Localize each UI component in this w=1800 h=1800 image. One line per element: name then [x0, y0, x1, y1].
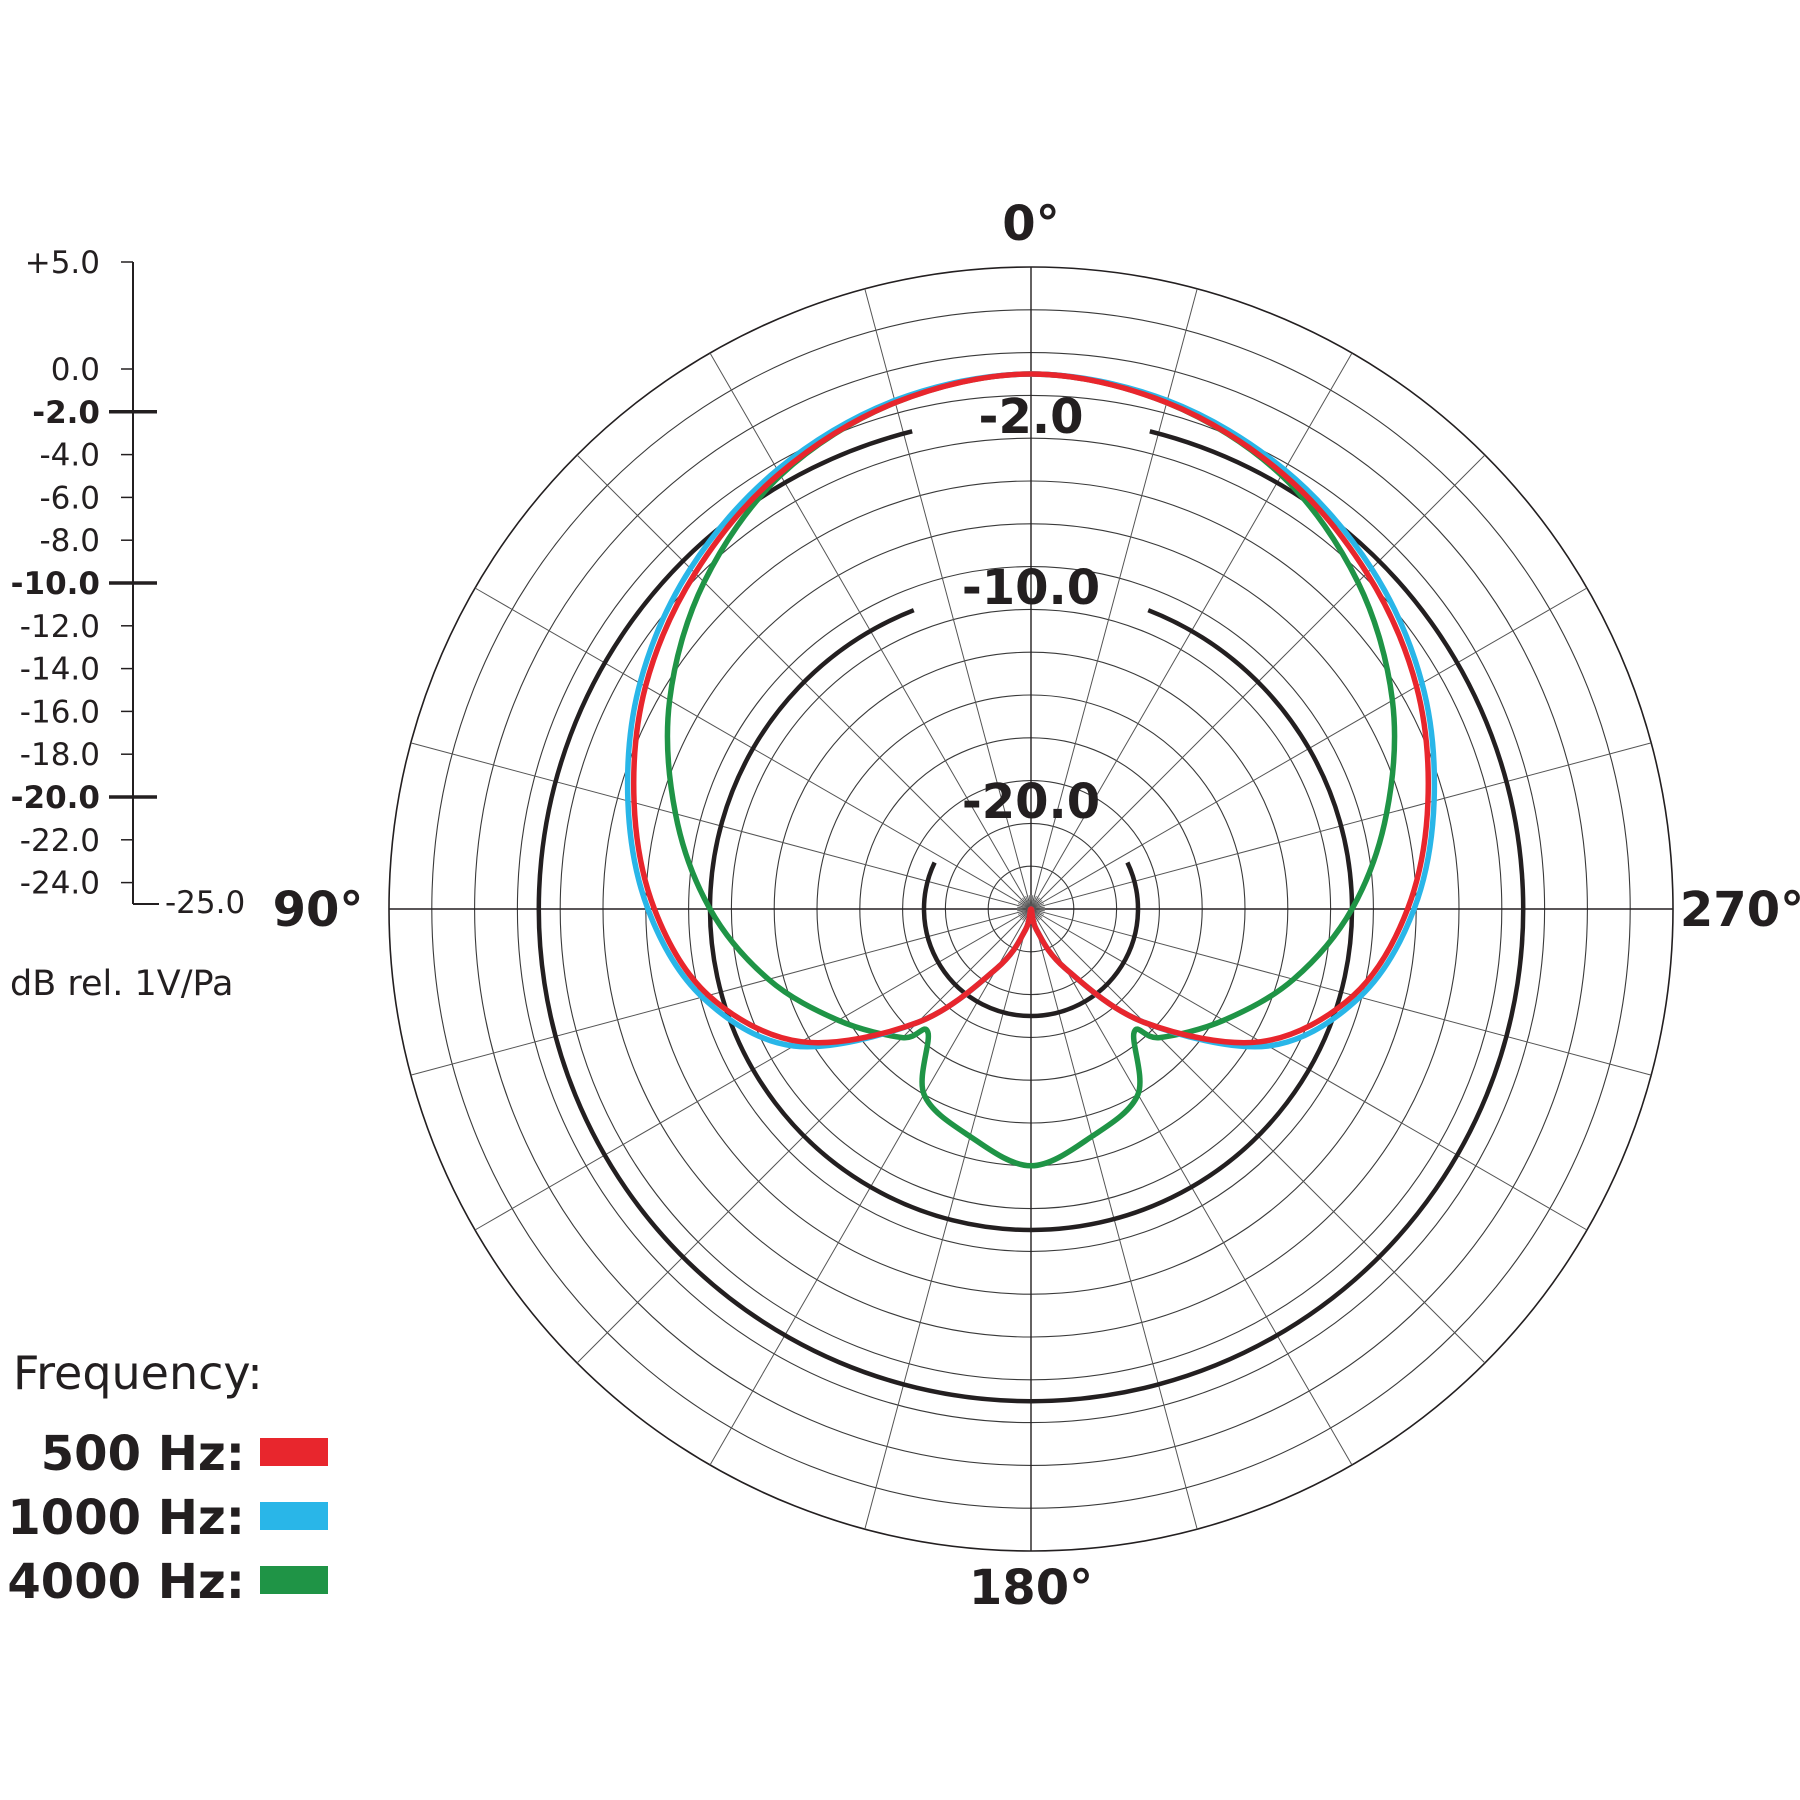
legend-entry-label: 500 Hz: — [41, 1426, 245, 1482]
major-ring — [536, 429, 1526, 1404]
angle-label: 270° — [1680, 882, 1800, 938]
scale-tick-label: -10.0 — [11, 566, 100, 602]
scale-tick-label: -14.0 — [20, 652, 100, 688]
spoke-line — [709, 915, 1028, 1466]
legend-swatch — [260, 1438, 328, 1466]
scale-tick-label: -18.0 — [20, 737, 100, 773]
major-ring — [921, 861, 1141, 1019]
scale-tick-label: -16.0 — [20, 694, 100, 730]
ring-label: -20.0 — [962, 774, 1100, 830]
spoke-line — [1037, 587, 1588, 906]
angle-label: 180° — [969, 1560, 1093, 1616]
series-curve — [630, 371, 1432, 1046]
scale-tick-label: -12.0 — [20, 609, 100, 645]
spoke-line — [474, 912, 1025, 1231]
angle-labels: 0° 90° 180° 270° — [273, 196, 1800, 1616]
ring-labels: -2.0 -10.0 -20.0 — [962, 389, 1100, 830]
ring-label: -10.0 — [962, 560, 1100, 616]
scale-tick-label: -22.0 — [20, 823, 100, 859]
db-scale: dB rel. 1V/Pa -25.0 +5.0 0.0 -2.0 -4.0 -6.0 -… — [10, 245, 245, 1004]
legend-swatch — [260, 1502, 328, 1530]
series-curve — [664, 371, 1398, 1169]
major-ring — [707, 608, 1355, 1233]
spoke-line — [576, 454, 1026, 904]
spoke-line — [474, 587, 1025, 906]
legend-entry-label: 1000 Hz: — [7, 1490, 245, 1546]
spoke-line — [1037, 912, 1588, 1231]
spoke-line — [864, 288, 1030, 902]
scale-tick-label: -4.0 — [40, 438, 101, 474]
scale-tick-label: -6.0 — [40, 480, 101, 516]
spoke-line — [1034, 915, 1353, 1466]
spoke-line — [1038, 742, 1652, 908]
legend-swatch — [260, 1566, 328, 1594]
spoke-line — [1034, 352, 1353, 903]
angle-label: 0° — [1002, 196, 1059, 252]
scale-tick-label: -20.0 — [11, 780, 100, 816]
spoke-line — [864, 916, 1030, 1530]
scale-tick-label: 0.0 — [51, 352, 100, 388]
legend-title: Frequency: — [13, 1346, 263, 1400]
scale-tick-label: -24.0 — [20, 866, 100, 902]
angle-label: 90° — [273, 882, 364, 938]
spoke-line — [410, 910, 1024, 1076]
scale-tick-label: -8.0 — [40, 523, 101, 559]
legend-entry-label: 4000 Hz: — [7, 1554, 245, 1610]
spoke-line — [1032, 288, 1198, 902]
spoke-line — [410, 742, 1024, 908]
spoke-line — [1032, 916, 1198, 1530]
spoke-line — [576, 914, 1026, 1364]
scale-bottom-label: -25.0 — [165, 885, 245, 921]
series-curves — [624, 371, 1438, 1169]
spoke-line — [1036, 454, 1486, 904]
spoke-line — [1036, 914, 1486, 1364]
spoke-line — [1038, 910, 1652, 1076]
scale-unit-label: dB rel. 1V/Pa — [10, 964, 233, 1004]
scale-tick-label: -2.0 — [32, 395, 100, 431]
scale-tick-label: +5.0 — [25, 245, 100, 281]
legend: Frequency: 500 Hz: 1000 Hz: 4000 Hz: — [7, 1346, 328, 1610]
ring-label: -2.0 — [979, 389, 1084, 445]
spoke-line — [709, 352, 1028, 903]
